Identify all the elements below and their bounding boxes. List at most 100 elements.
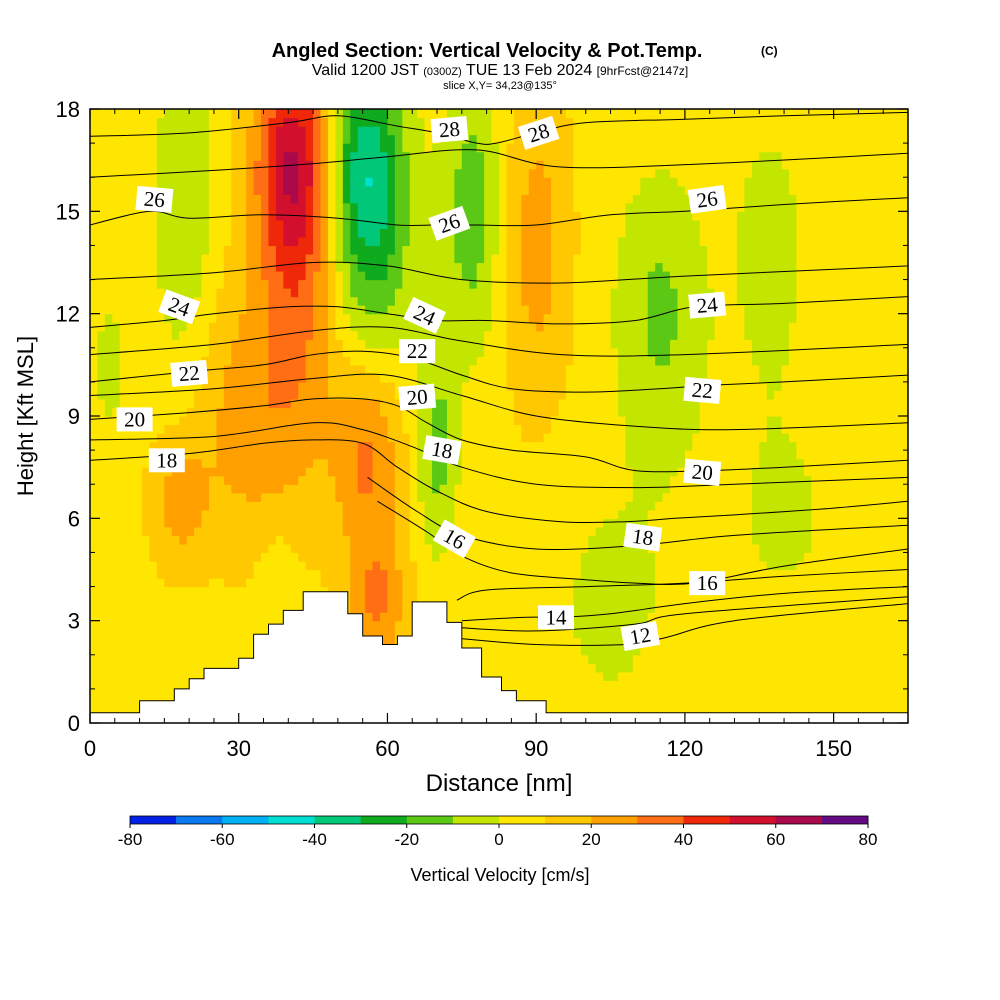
velocity-cell xyxy=(313,492,322,502)
velocity-cell xyxy=(424,126,433,136)
velocity-cell xyxy=(305,398,314,409)
velocity-cell xyxy=(461,586,470,596)
velocity-cell xyxy=(536,151,545,161)
velocity-cell xyxy=(558,398,567,409)
velocity-cell xyxy=(134,126,143,136)
velocity-cell xyxy=(469,603,478,613)
velocity-cell xyxy=(573,296,582,306)
velocity-cell xyxy=(268,450,277,460)
velocity-cell xyxy=(365,373,374,383)
velocity-cell xyxy=(134,705,143,716)
velocity-cell xyxy=(387,569,396,579)
velocity-cell xyxy=(350,373,359,383)
velocity-cell xyxy=(194,671,203,681)
velocity-cell xyxy=(112,271,121,281)
velocity-cell xyxy=(543,560,552,571)
velocity-cell xyxy=(528,211,537,221)
velocity-cell xyxy=(402,177,411,187)
velocity-cell xyxy=(119,680,128,690)
velocity-cell xyxy=(573,143,582,153)
velocity-cell xyxy=(112,646,121,656)
velocity-cell xyxy=(335,560,344,571)
velocity-cell xyxy=(298,416,307,426)
velocity-cell xyxy=(246,543,255,554)
velocity-cell xyxy=(551,467,560,477)
velocity-cell xyxy=(543,535,552,545)
velocity-cell xyxy=(558,347,567,357)
velocity-cell xyxy=(357,543,366,554)
velocity-cell xyxy=(476,177,485,187)
velocity-cell xyxy=(461,245,470,255)
velocity-cell xyxy=(179,109,188,119)
velocity-cell xyxy=(446,356,455,366)
velocity-cell xyxy=(327,535,336,545)
velocity-cell xyxy=(394,356,403,366)
velocity-cell xyxy=(327,467,336,477)
velocity-cell xyxy=(446,578,455,588)
velocity-cell xyxy=(134,578,143,588)
velocity-cell xyxy=(112,262,121,272)
velocity-cell xyxy=(194,475,203,485)
velocity-cell xyxy=(246,586,255,596)
velocity-cell xyxy=(357,535,366,545)
velocity-cell xyxy=(313,126,322,136)
velocity-cell xyxy=(253,109,262,119)
velocity-cell xyxy=(127,637,136,647)
velocity-cell xyxy=(595,543,604,554)
velocity-cell xyxy=(246,245,255,255)
velocity-cell xyxy=(298,467,307,477)
velocity-cell xyxy=(365,202,374,212)
velocity-cell xyxy=(588,407,597,417)
velocity-cell xyxy=(335,535,344,545)
velocity-cell xyxy=(372,501,381,511)
velocity-cell xyxy=(127,245,136,255)
velocity-cell xyxy=(439,364,448,374)
velocity-cell xyxy=(499,646,508,656)
velocity-cell xyxy=(365,492,374,502)
velocity-cell xyxy=(261,202,270,212)
velocity-cell xyxy=(179,654,188,664)
velocity-cell xyxy=(342,450,351,460)
velocity-cell xyxy=(491,305,500,315)
velocity-cell xyxy=(97,612,106,622)
velocity-cell xyxy=(402,364,411,374)
velocity-cell xyxy=(208,253,218,264)
velocity-cell xyxy=(194,620,203,630)
velocity-cell xyxy=(565,501,574,511)
velocity-cell xyxy=(446,373,455,383)
velocity-cell xyxy=(499,612,508,622)
velocity-cell xyxy=(223,433,232,443)
velocity-cell xyxy=(298,560,307,571)
velocity-cell xyxy=(551,373,560,383)
velocity-cell xyxy=(380,492,389,502)
velocity-cell xyxy=(305,177,314,187)
velocity-cell xyxy=(543,347,552,357)
velocity-cell xyxy=(231,612,240,622)
velocity-cell xyxy=(469,211,478,221)
velocity-cell xyxy=(365,484,374,494)
velocity-cell xyxy=(595,416,604,426)
velocity-cell xyxy=(499,211,508,221)
velocity-cell xyxy=(164,177,173,187)
velocity-cell xyxy=(476,526,485,536)
velocity-cell xyxy=(357,151,366,161)
velocity-cell xyxy=(380,185,389,195)
velocity-cell xyxy=(580,501,589,511)
velocity-cell xyxy=(424,569,433,579)
velocity-cell xyxy=(439,467,448,477)
velocity-cell xyxy=(499,518,508,528)
velocity-cell xyxy=(446,390,455,400)
velocity-cell xyxy=(275,450,284,460)
velocity-cell xyxy=(521,509,530,519)
velocity-cell xyxy=(536,569,545,579)
velocity-cell xyxy=(394,560,403,571)
velocity-cell xyxy=(454,364,463,374)
velocity-cell xyxy=(216,390,225,400)
velocity-cell xyxy=(275,433,284,443)
velocity-cell xyxy=(208,160,218,170)
velocity-cell xyxy=(223,603,232,613)
velocity-cell xyxy=(365,236,374,247)
velocity-cell xyxy=(104,535,113,545)
velocity-cell xyxy=(409,433,418,443)
velocity-cell xyxy=(484,313,493,323)
